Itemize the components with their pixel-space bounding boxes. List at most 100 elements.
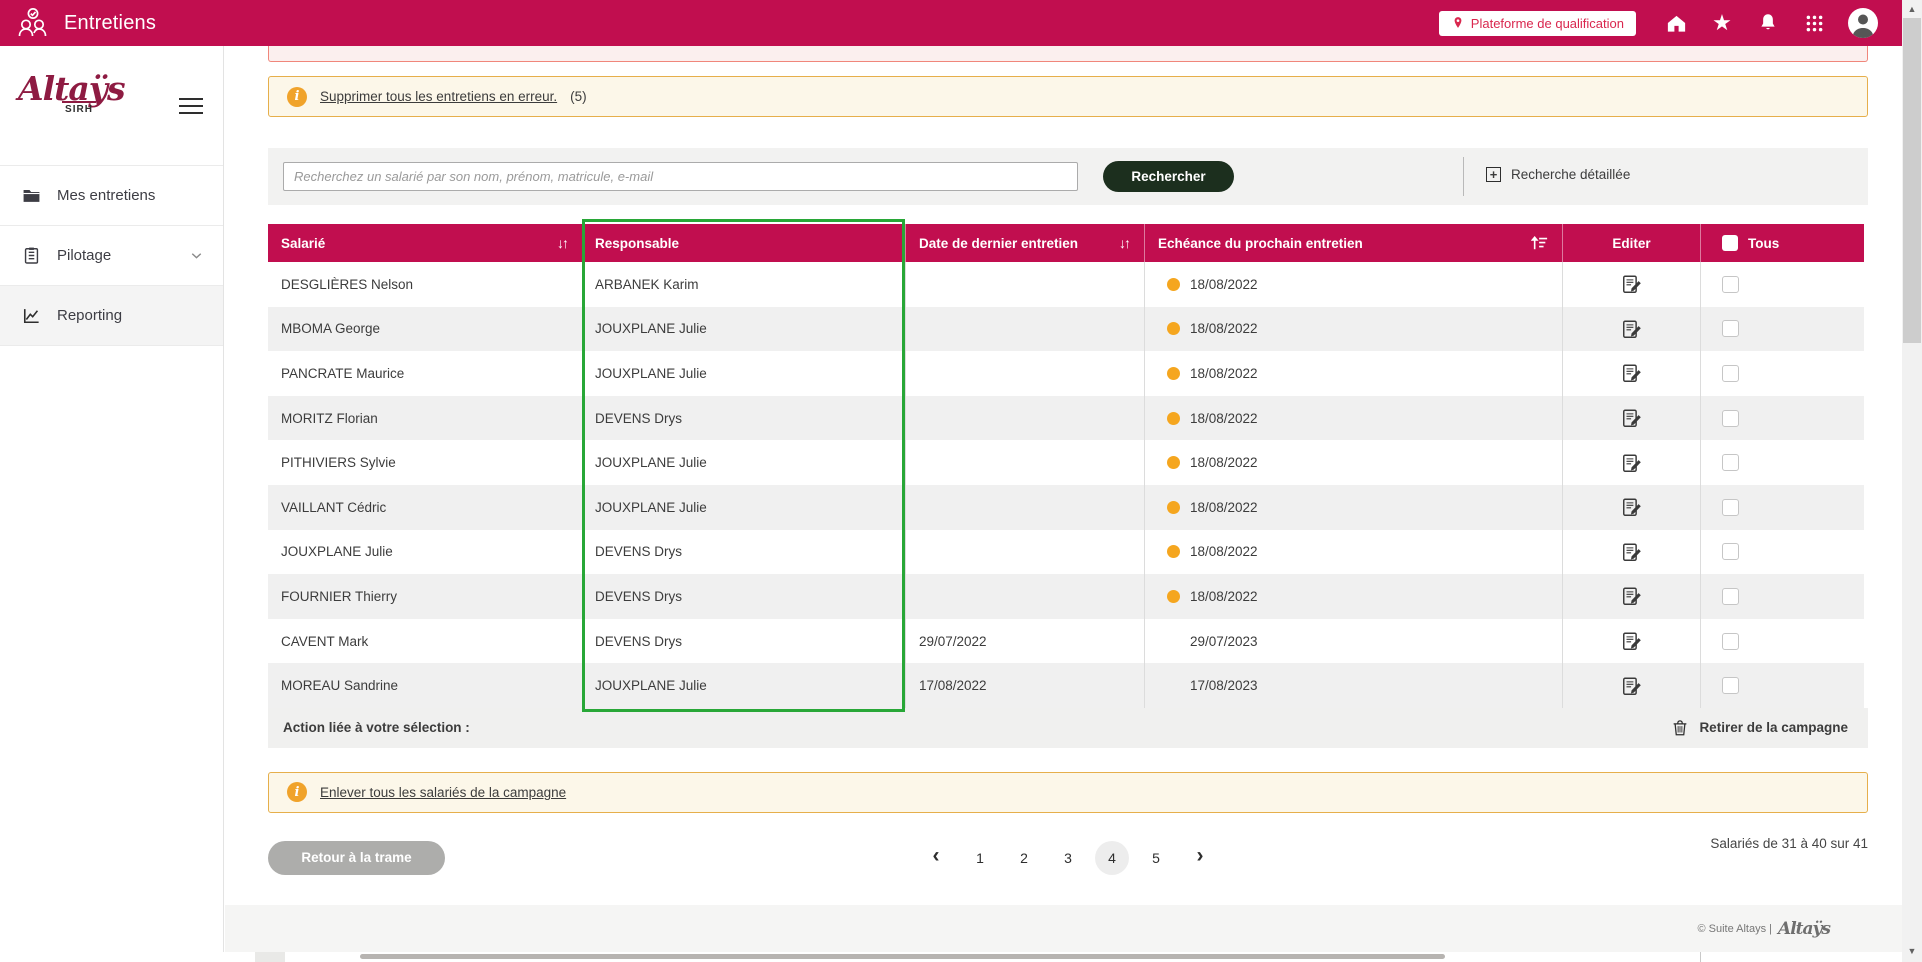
employees-table: Salarié ↓↑ Responsable Date de dernier e… <box>268 224 1864 708</box>
row-checkbox[interactable] <box>1722 276 1739 293</box>
detailed-search-toggle[interactable]: + Recherche détaillée <box>1486 167 1630 182</box>
vertical-scrollbar[interactable]: ▲ ▼ <box>1902 0 1922 962</box>
menu-hamburger-icon[interactable] <box>179 98 203 115</box>
back-to-frame-button[interactable]: Retour à la trame <box>268 841 445 875</box>
cell-responsable: DEVENS Drys <box>582 574 905 619</box>
edit-row-icon[interactable] <box>1621 407 1643 429</box>
status-dot-placeholder <box>1167 679 1180 692</box>
copyright-text: © Suite Altays | <box>1697 923 1772 935</box>
clipped-alert-banner <box>268 46 1868 62</box>
cell-responsable: JOUXPLANE Julie <box>582 485 905 530</box>
cell-responsable: DEVENS Drys <box>582 619 905 664</box>
column-header-tous: Tous <box>1700 224 1864 262</box>
row-checkbox[interactable] <box>1722 320 1739 337</box>
cell-date-dernier-entretien: 29/07/2022 <box>905 619 1144 664</box>
row-checkbox[interactable] <box>1722 499 1739 516</box>
status-orange-dot <box>1167 545 1180 558</box>
notifications-bell-icon[interactable] <box>1756 11 1780 35</box>
echeance-date: 18/08/2022 <box>1190 455 1258 470</box>
echeance-date: 18/08/2022 <box>1190 277 1258 292</box>
bottom-controls: Retour à la trame ‹ 12345 › Salariés de … <box>268 836 1868 880</box>
row-checkbox[interactable] <box>1722 543 1739 560</box>
cell-salarie: DESGLIÈRES Nelson <box>268 262 582 307</box>
pagination-pages: 12345 <box>963 841 1173 875</box>
edit-row-icon[interactable] <box>1621 362 1643 384</box>
horizontal-scrollbar-thumb[interactable] <box>360 954 1445 959</box>
edit-row-icon[interactable] <box>1621 273 1643 295</box>
delete-errors-link[interactable]: Supprimer tous les entretiens en erreur. <box>320 89 557 104</box>
clipboard-icon <box>22 246 41 265</box>
edit-row-icon[interactable] <box>1621 452 1643 474</box>
cell-date-dernier-entretien: 17/08/2022 <box>905 663 1144 708</box>
pagination-page-5[interactable]: 5 <box>1139 841 1173 875</box>
app-title: Entretiens <box>64 12 156 35</box>
status-orange-dot <box>1167 322 1180 335</box>
pagination-prev-icon[interactable]: ‹ <box>919 841 953 875</box>
row-checkbox[interactable] <box>1722 633 1739 650</box>
results-count: Salariés de 31 à 40 sur 41 <box>1710 836 1868 851</box>
cell-date-dernier-entretien <box>905 262 1144 307</box>
scroll-up-icon[interactable]: ▲ <box>1902 4 1922 14</box>
sort-amount-icon[interactable] <box>1531 235 1549 251</box>
pagination: ‹ 12345 › <box>919 841 1217 875</box>
table-row: CAVENT MarkDEVENS Drys29/07/202229/07/20… <box>268 619 1864 664</box>
cell-responsable: JOUXPLANE Julie <box>582 307 905 352</box>
delete-errors-alert: i Supprimer tous les entretiens en erreu… <box>268 76 1868 117</box>
remove-from-campaign-button[interactable]: Retirer de la campagne <box>1671 719 1848 737</box>
home-icon[interactable] <box>1664 11 1688 35</box>
pagination-page-3[interactable]: 3 <box>1051 841 1085 875</box>
echeance-date: 29/07/2023 <box>1190 634 1258 649</box>
row-checkbox[interactable] <box>1722 454 1739 471</box>
column-header-date-dernier[interactable]: Date de dernier entretien ↓↑ <box>905 224 1144 262</box>
row-checkbox[interactable] <box>1722 588 1739 605</box>
sidebar: Altaÿs SIRH Mes entretiens Pilotage Repo… <box>0 46 224 952</box>
table-row: FOURNIER ThierryDEVENS Drys18/08/2022 <box>268 574 1864 619</box>
cell-echeance: 29/07/2023 <box>1144 619 1562 664</box>
row-checkbox[interactable] <box>1722 365 1739 382</box>
sidebar-item-mes-entretiens[interactable]: Mes entretiens <box>0 165 223 225</box>
altays-logo-text: Altaÿs <box>18 72 125 105</box>
search-panel: Rechercher + Recherche détaillée <box>268 148 1868 205</box>
cell-echeance: 18/08/2022 <box>1144 262 1562 307</box>
cell-echeance: 18/08/2022 <box>1144 485 1562 530</box>
row-checkbox[interactable] <box>1722 677 1739 694</box>
column-header-salarie[interactable]: Salarié ↓↑ <box>268 224 582 262</box>
table-row: MBOMA GeorgeJOUXPLANE Julie18/08/2022 <box>268 307 1864 352</box>
edit-row-icon[interactable] <box>1621 496 1643 518</box>
pagination-page-4[interactable]: 4 <box>1095 841 1129 875</box>
edit-row-icon[interactable] <box>1621 675 1643 697</box>
scroll-down-icon[interactable]: ▼ <box>1902 946 1922 956</box>
edit-row-icon[interactable] <box>1621 585 1643 607</box>
sort-updown-icon[interactable]: ↓↑ <box>1119 235 1131 251</box>
status-orange-dot <box>1167 456 1180 469</box>
search-input[interactable] <box>283 162 1078 191</box>
footer: © Suite Altays | Altaÿs <box>225 905 1902 952</box>
edit-row-icon[interactable] <box>1621 541 1643 563</box>
pagination-page-1[interactable]: 1 <box>963 841 997 875</box>
edit-row-icon[interactable] <box>1621 318 1643 340</box>
column-header-responsable[interactable]: Responsable <box>582 224 905 262</box>
pagination-next-icon[interactable]: › <box>1183 841 1217 875</box>
sort-updown-icon[interactable]: ↓↑ <box>557 235 569 251</box>
search-button[interactable]: Rechercher <box>1103 161 1234 192</box>
sidebar-item-reporting[interactable]: Reporting <box>0 285 223 345</box>
sidebar-item-label: Reporting <box>57 307 122 324</box>
vertical-scrollbar-thumb[interactable] <box>1903 18 1921 343</box>
select-all-checkbox[interactable] <box>1722 235 1738 251</box>
sidebar-item-pilotage[interactable]: Pilotage <box>0 225 223 285</box>
favorites-star-icon[interactable]: ★ <box>1710 11 1734 35</box>
app-grid-icon[interactable] <box>1802 11 1826 35</box>
column-header-echeance[interactable]: Echéance du prochain entretien <box>1144 224 1562 262</box>
echeance-date: 18/08/2022 <box>1190 544 1258 559</box>
remove-all-link[interactable]: Enlever tous les salariés de la campagne <box>320 785 566 800</box>
edit-row-icon[interactable] <box>1621 630 1643 652</box>
user-avatar[interactable] <box>1848 8 1878 38</box>
pagination-page-2[interactable]: 2 <box>1007 841 1041 875</box>
location-pin-icon <box>1451 16 1465 30</box>
plus-square-icon: + <box>1486 167 1501 182</box>
horizontal-scrollbar[interactable] <box>0 952 1902 962</box>
sidebar-item-label: Mes entretiens <box>57 187 155 204</box>
row-checkbox[interactable] <box>1722 410 1739 427</box>
table-row: MOREAU SandrineJOUXPLANE Julie17/08/2022… <box>268 663 1864 708</box>
qualification-platform-button[interactable]: Plateforme de qualification <box>1439 11 1636 36</box>
